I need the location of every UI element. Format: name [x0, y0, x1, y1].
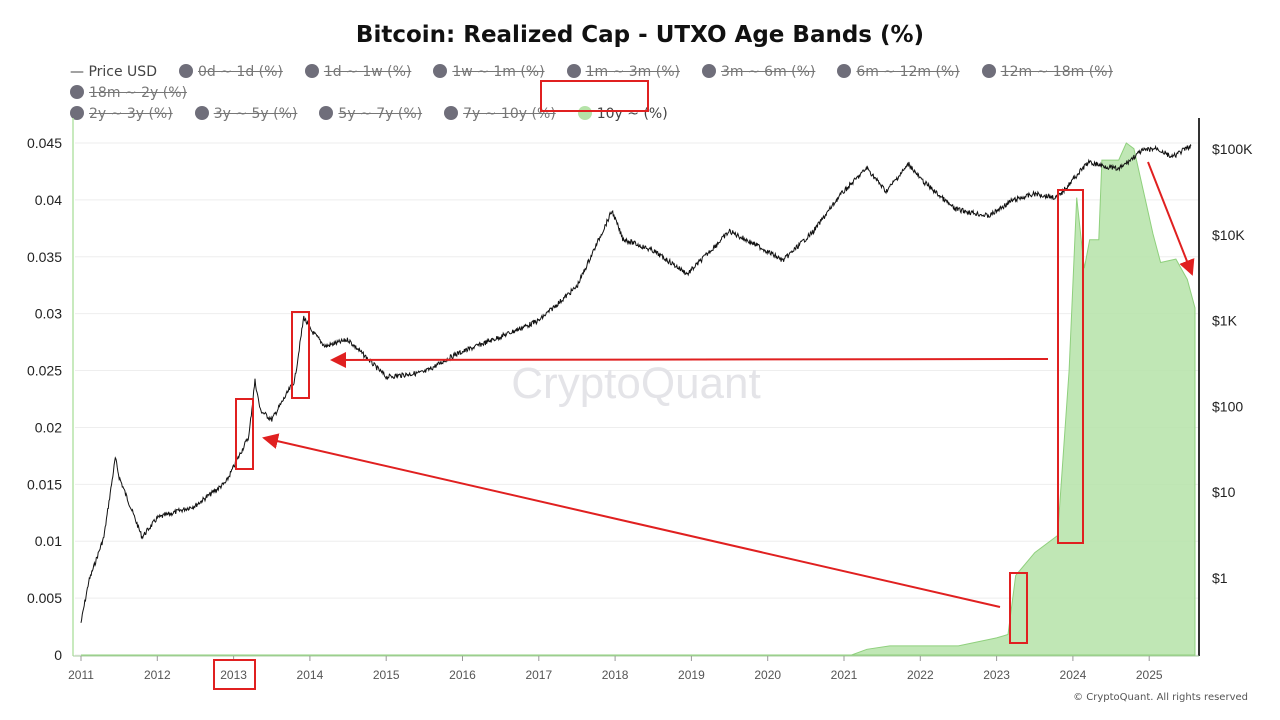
y-right-tick-label: $100K: [1212, 141, 1253, 157]
y-left-tick-label: 0.04: [35, 192, 62, 208]
annotation-box: [235, 398, 254, 470]
series-line-price: [80, 143, 1192, 623]
legend-item[interactable]: 6m ~ 12m (%): [837, 62, 960, 83]
y-left-tick-label: 0.02: [35, 419, 62, 435]
legend-dot-icon: [70, 85, 84, 99]
legend-dot-icon: [701, 64, 716, 78]
x-tick-label: 2013: [220, 668, 247, 682]
annotation-box: [213, 659, 256, 690]
legend-dot-icon: [577, 106, 592, 120]
copyright-footer: © CryptoQuant. All rights reserved: [1073, 692, 1248, 703]
legend-item[interactable]: 5y ~ 7y (%): [319, 104, 422, 125]
y-left-tick-label: 0.005: [27, 590, 62, 606]
legend: — Price USD 0d ~ 1d (%) 1d ~ 1w (%) 1w ~ 1m…: [70, 62, 1230, 125]
y-left-tick-label: 0: [54, 647, 62, 663]
legend-dot-icon: [178, 64, 193, 78]
annotation-box: [1009, 572, 1028, 644]
x-tick-label: 2025: [1136, 668, 1163, 682]
legend-dot-icon: [70, 106, 84, 120]
legend-item[interactable]: 18m ~ 2y (%): [70, 83, 187, 104]
annotation-arrow: [1147, 161, 1195, 276]
legend-item[interactable]: 12m ~ 18m (%): [981, 62, 1113, 83]
legend-item[interactable]: 1w ~ 1m (%): [433, 62, 545, 83]
legend-item[interactable]: 2y ~ 3y (%): [70, 104, 173, 125]
x-tick-label: 2011: [68, 668, 94, 682]
legend-dot-icon: [444, 106, 459, 120]
legend-dot-icon: [566, 64, 581, 78]
watermark: CryptoQuant: [511, 359, 760, 408]
annotation-box: [291, 311, 310, 399]
annotation-arrow: [330, 351, 1049, 368]
x-tick-label: 2014: [297, 668, 324, 682]
legend-dot-icon: [304, 64, 319, 78]
x-tick-label: 2021: [831, 668, 858, 682]
legend-item[interactable]: 1m ~ 3m (%): [566, 62, 680, 83]
y-right-tick-label: $100: [1212, 398, 1243, 414]
y-left-tick-label: 0.045: [27, 135, 62, 151]
x-tick-label: 2020: [754, 668, 781, 682]
x-tick-label: 2024: [1060, 668, 1087, 682]
y-right-tick-label: $10: [1212, 484, 1236, 500]
y-right-tick-label: $1: [1212, 570, 1228, 586]
x-tick-label: 2015: [373, 668, 400, 682]
y-left-tick-label: 0.035: [27, 249, 62, 265]
legend-item[interactable]: 3y ~ 5y (%): [194, 104, 297, 125]
annotation-box: [1057, 189, 1084, 544]
y-right-tick-label: $10K: [1212, 227, 1245, 243]
x-tick-label: 2019: [678, 668, 705, 682]
legend-dot-icon: [433, 64, 448, 78]
annotation-arrow: [262, 433, 1001, 608]
legend-item[interactable]: 1d ~ 1w (%): [304, 62, 411, 83]
legend-item[interactable]: — Price USD: [70, 64, 157, 80]
legend-item[interactable]: 7y ~ 10y (%): [444, 104, 556, 125]
x-tick-label: 2012: [144, 668, 171, 682]
y-left-tick-label: 0.015: [27, 476, 62, 492]
x-tick-label: 2016: [449, 668, 476, 682]
legend-item[interactable]: 3m ~ 6m (%): [701, 62, 815, 83]
legend-dot-icon: [194, 106, 209, 120]
line-marker-icon: —: [70, 64, 89, 80]
legend-dot-icon: [319, 106, 334, 120]
y-right-tick-label: $1K: [1212, 313, 1238, 329]
annotation-box: [540, 80, 649, 112]
legend-dot-icon: [981, 64, 996, 78]
chart-title: Bitcoin: Realized Cap - UTXO Age Bands (…: [355, 22, 925, 48]
legend-item[interactable]: 0d ~ 1d (%): [178, 62, 283, 83]
series-area-10y: [81, 142, 1196, 656]
y-left-tick-label: 0.01: [35, 533, 62, 549]
y-left-tick-label: 0.03: [35, 306, 62, 322]
x-tick-label: 2017: [525, 668, 552, 682]
x-tick-label: 2018: [602, 668, 629, 682]
x-tick-label: 2022: [907, 668, 934, 682]
y-left-tick-label: 0.025: [27, 363, 62, 379]
legend-dot-icon: [837, 64, 852, 78]
x-tick-label: 2023: [983, 668, 1010, 682]
